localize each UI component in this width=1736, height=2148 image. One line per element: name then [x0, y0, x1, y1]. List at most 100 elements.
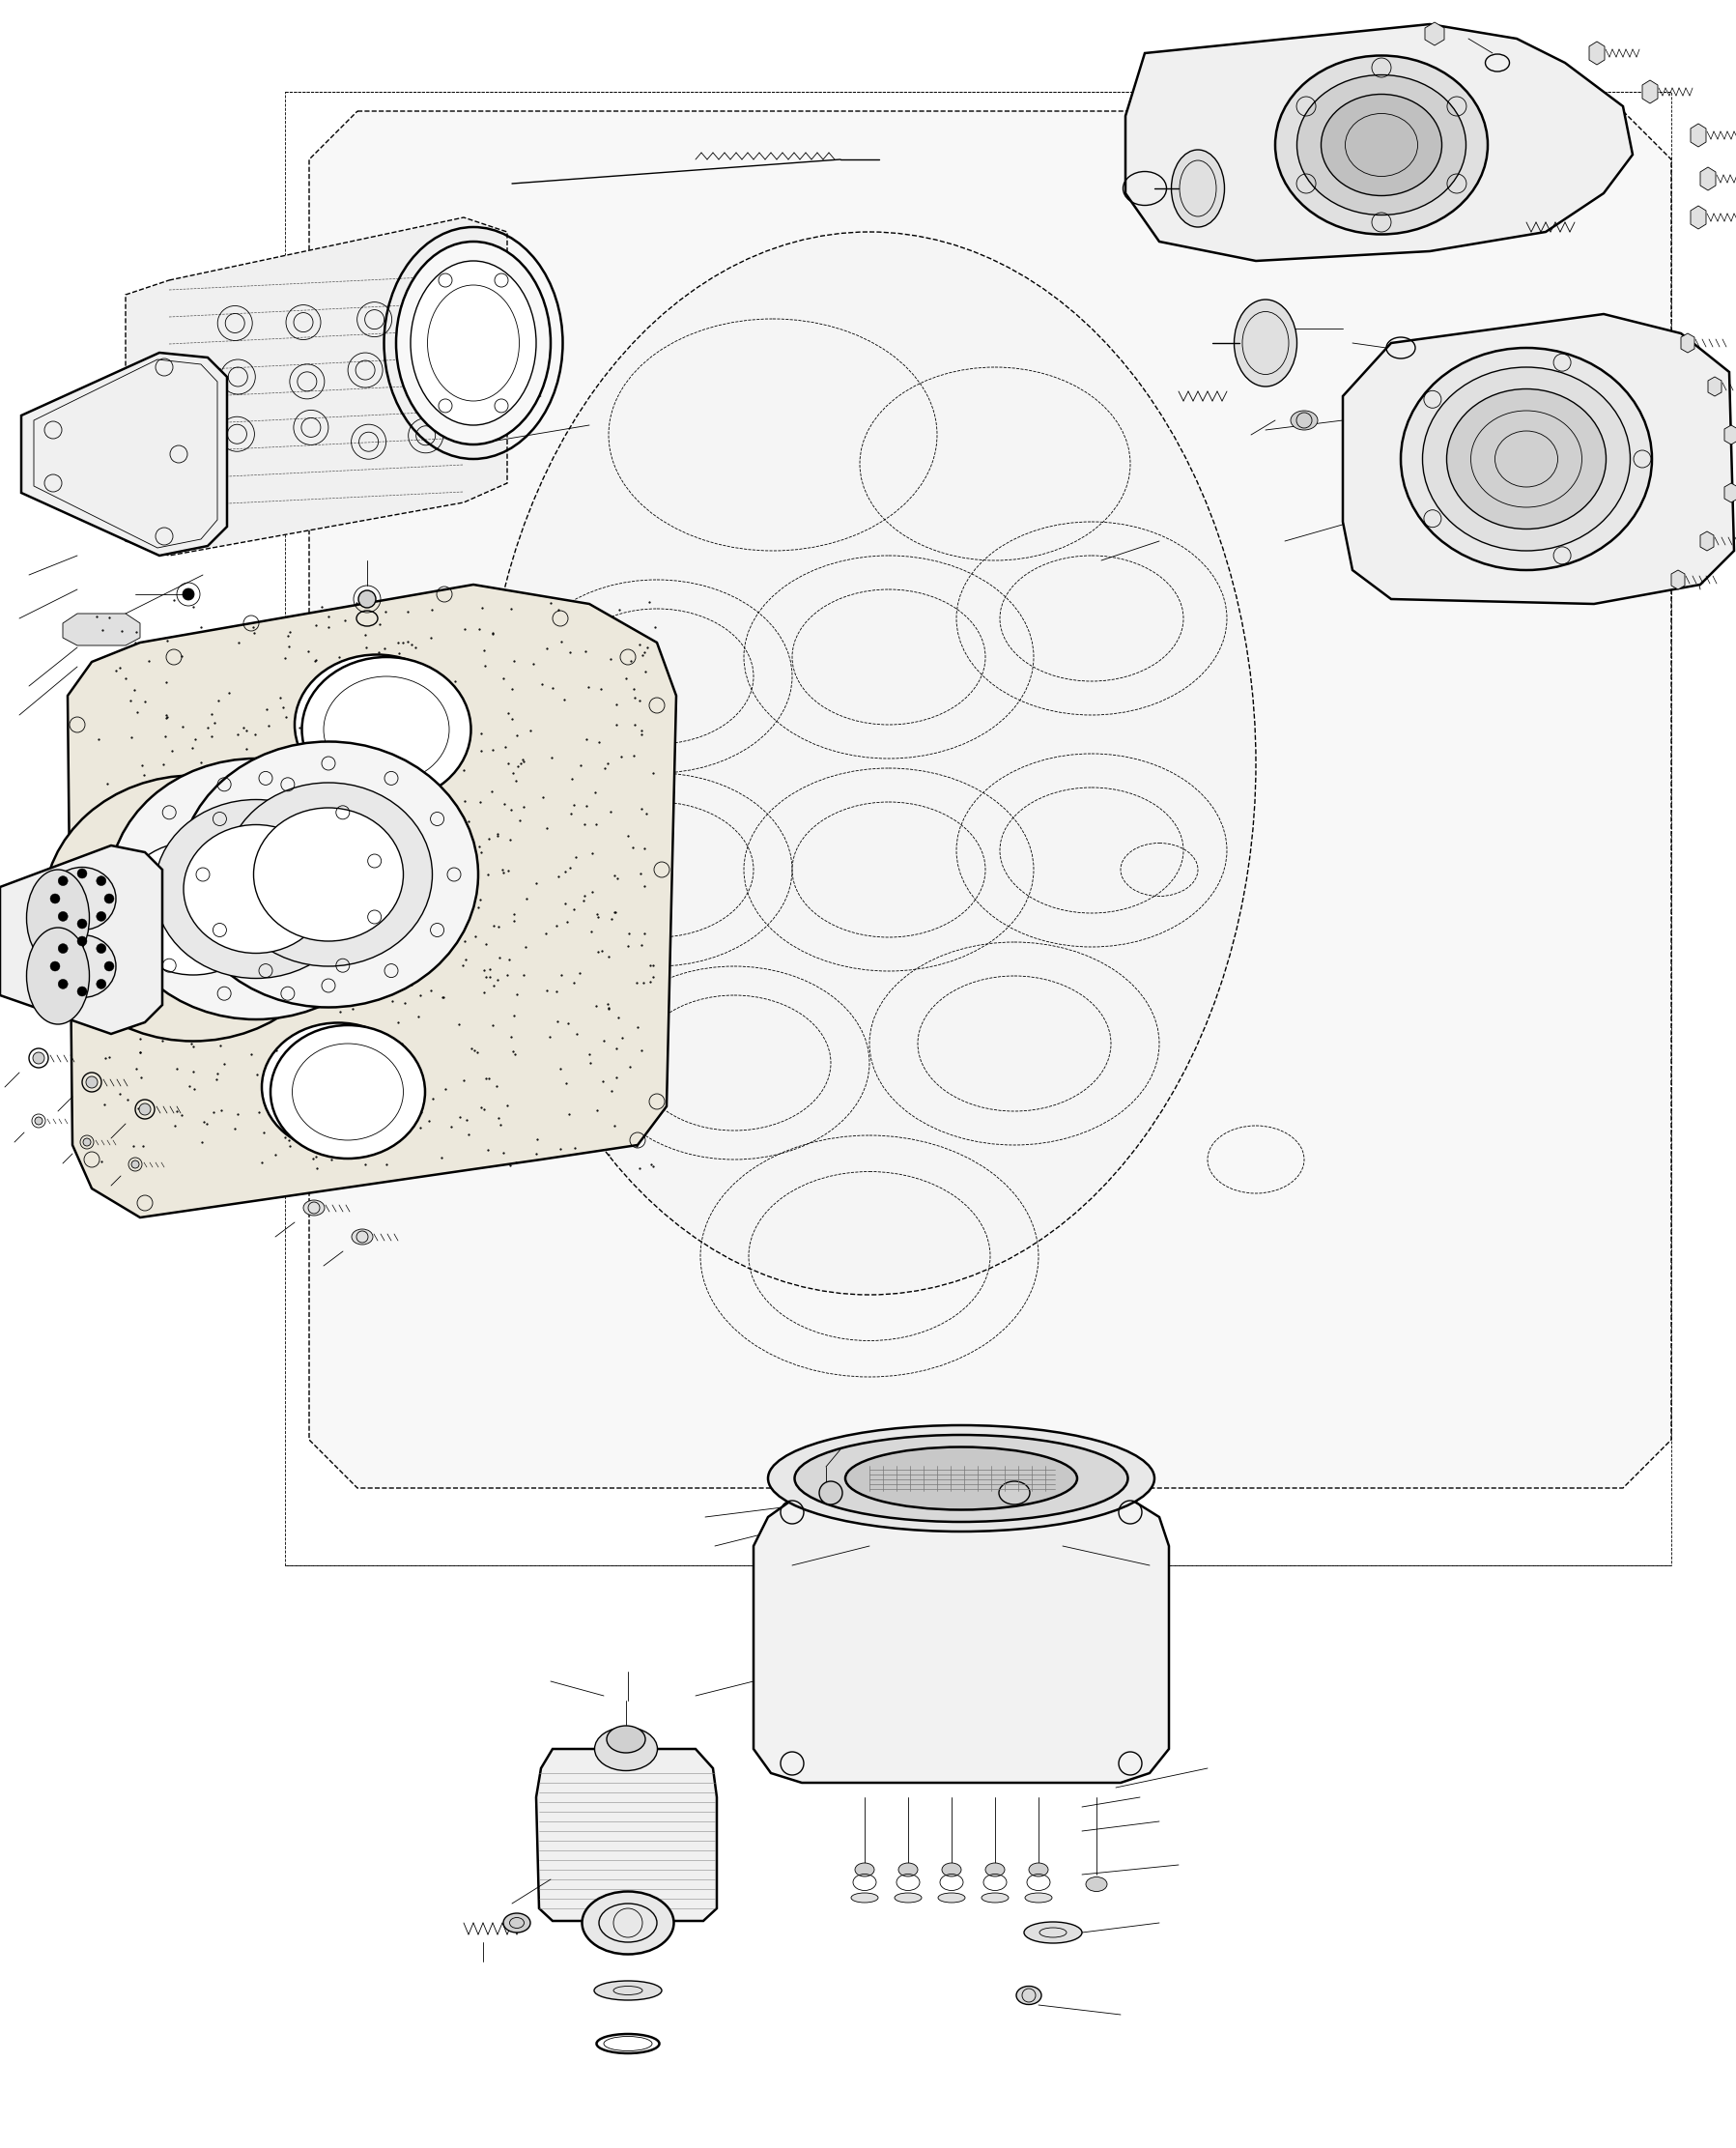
Ellipse shape — [43, 775, 344, 1042]
Ellipse shape — [49, 868, 116, 930]
Ellipse shape — [1297, 75, 1465, 215]
Ellipse shape — [302, 657, 470, 801]
Polygon shape — [1642, 79, 1658, 103]
Ellipse shape — [184, 825, 328, 954]
Circle shape — [33, 1053, 45, 1063]
Circle shape — [97, 943, 106, 954]
Ellipse shape — [276, 842, 439, 984]
Ellipse shape — [283, 846, 451, 990]
Circle shape — [50, 962, 61, 971]
Circle shape — [104, 962, 115, 971]
Ellipse shape — [26, 928, 89, 1025]
Ellipse shape — [285, 1040, 392, 1134]
Ellipse shape — [155, 799, 358, 977]
Polygon shape — [1708, 376, 1722, 395]
Circle shape — [182, 589, 194, 599]
Ellipse shape — [851, 1892, 878, 1903]
Circle shape — [97, 911, 106, 921]
Ellipse shape — [1234, 299, 1297, 387]
Ellipse shape — [49, 934, 116, 997]
Circle shape — [139, 1104, 151, 1115]
Circle shape — [35, 1117, 42, 1126]
Polygon shape — [753, 1493, 1168, 1783]
Polygon shape — [1672, 569, 1686, 589]
Ellipse shape — [1172, 150, 1224, 228]
Ellipse shape — [1029, 1862, 1049, 1877]
Ellipse shape — [854, 1862, 875, 1877]
Circle shape — [1427, 26, 1443, 41]
Polygon shape — [1700, 531, 1713, 550]
Circle shape — [78, 986, 87, 997]
Circle shape — [358, 591, 375, 608]
Ellipse shape — [297, 861, 418, 964]
Ellipse shape — [795, 1435, 1128, 1523]
Circle shape — [97, 979, 106, 988]
Ellipse shape — [981, 1892, 1009, 1903]
Polygon shape — [21, 352, 227, 556]
Ellipse shape — [1446, 389, 1606, 528]
Polygon shape — [1724, 425, 1736, 445]
Ellipse shape — [352, 1229, 373, 1244]
Ellipse shape — [483, 232, 1255, 1295]
Ellipse shape — [894, 1892, 922, 1903]
Polygon shape — [1588, 41, 1604, 64]
Ellipse shape — [1290, 410, 1318, 430]
Ellipse shape — [1321, 95, 1443, 195]
Ellipse shape — [109, 758, 403, 1020]
Polygon shape — [85, 608, 648, 1205]
Polygon shape — [1691, 206, 1706, 230]
Polygon shape — [68, 584, 677, 1218]
Circle shape — [83, 1138, 90, 1147]
Ellipse shape — [271, 1025, 425, 1158]
Circle shape — [78, 937, 87, 945]
Polygon shape — [125, 217, 507, 556]
Polygon shape — [536, 1748, 717, 1920]
Circle shape — [132, 1160, 139, 1169]
Ellipse shape — [1085, 1877, 1108, 1892]
Ellipse shape — [411, 260, 536, 425]
Polygon shape — [1724, 483, 1736, 503]
Ellipse shape — [503, 1914, 531, 1933]
Ellipse shape — [224, 782, 432, 967]
Polygon shape — [1691, 125, 1706, 146]
Ellipse shape — [1401, 348, 1653, 569]
Ellipse shape — [396, 241, 550, 445]
Polygon shape — [1344, 314, 1734, 604]
Ellipse shape — [1276, 56, 1488, 234]
Ellipse shape — [582, 1892, 674, 1955]
Circle shape — [87, 1076, 97, 1089]
Polygon shape — [1680, 333, 1694, 352]
Ellipse shape — [1422, 367, 1630, 550]
Ellipse shape — [594, 1980, 661, 2000]
Polygon shape — [62, 614, 141, 644]
Ellipse shape — [1024, 1892, 1052, 1903]
Ellipse shape — [606, 1725, 646, 1753]
Ellipse shape — [937, 1892, 965, 1903]
Ellipse shape — [26, 870, 89, 967]
Ellipse shape — [253, 808, 403, 941]
Ellipse shape — [767, 1426, 1154, 1532]
Circle shape — [59, 911, 68, 921]
Ellipse shape — [304, 1201, 325, 1216]
Circle shape — [59, 943, 68, 954]
Ellipse shape — [845, 1448, 1076, 1510]
Polygon shape — [309, 112, 1672, 1489]
Ellipse shape — [998, 1482, 1029, 1504]
Ellipse shape — [1024, 1922, 1082, 1944]
Ellipse shape — [899, 1862, 918, 1877]
Circle shape — [78, 868, 87, 879]
Polygon shape — [0, 846, 161, 1033]
Polygon shape — [1425, 21, 1444, 45]
Circle shape — [50, 894, 61, 904]
Ellipse shape — [316, 672, 437, 775]
Circle shape — [78, 919, 87, 928]
Ellipse shape — [118, 842, 267, 975]
Circle shape — [59, 979, 68, 988]
Ellipse shape — [1016, 1987, 1042, 2004]
Polygon shape — [1125, 24, 1632, 260]
Circle shape — [104, 894, 115, 904]
Polygon shape — [1700, 168, 1715, 191]
Ellipse shape — [943, 1862, 962, 1877]
Circle shape — [97, 876, 106, 885]
Ellipse shape — [595, 1727, 658, 1770]
